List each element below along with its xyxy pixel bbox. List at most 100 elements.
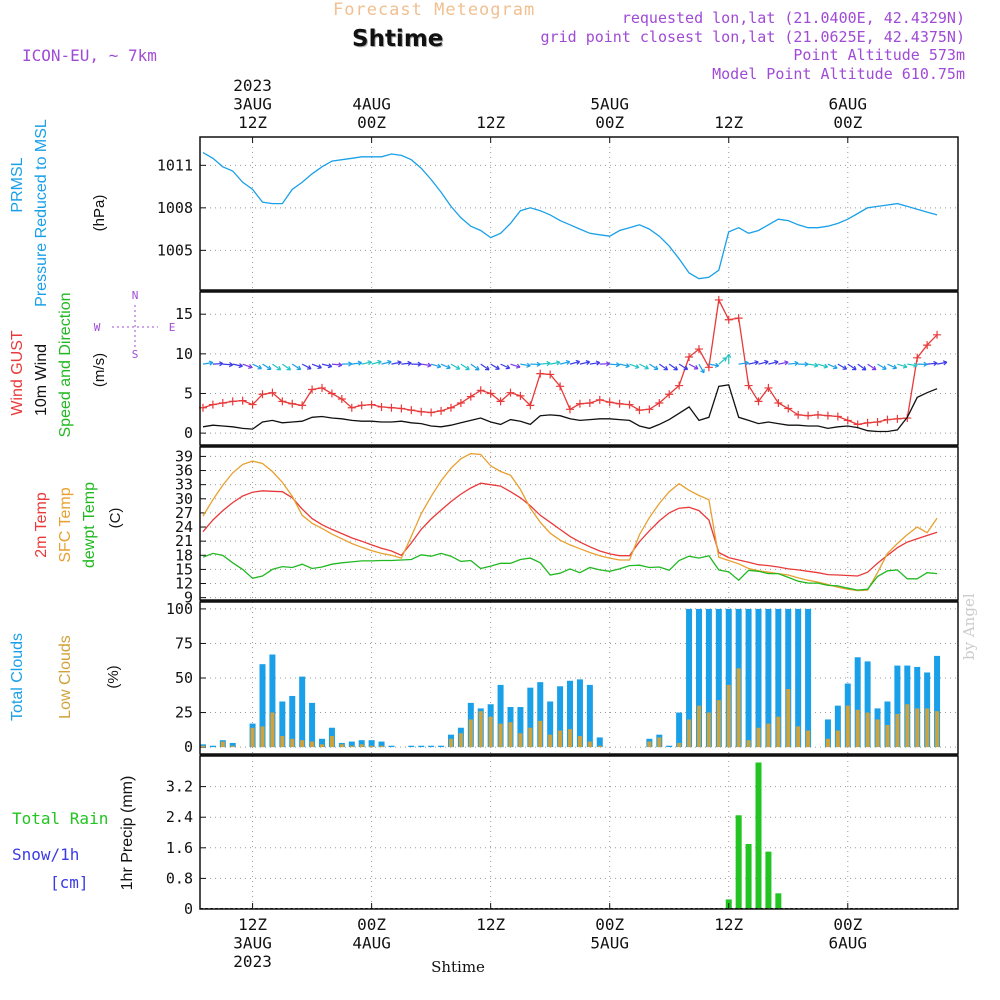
wind-arrow-head: [387, 359, 392, 365]
y-tick-label: 75: [175, 634, 193, 652]
wind-arrow-head: [722, 357, 728, 362]
gust-marker: [714, 295, 723, 304]
gust-marker: [923, 341, 932, 350]
gust-marker: [685, 353, 694, 362]
low-cloud-bar: [498, 723, 503, 748]
wind-arrow: [500, 363, 510, 369]
bottom-time-label: 12Z: [714, 915, 743, 934]
bottom-time-label: 00Z: [833, 915, 862, 934]
low-cloud-bar: [220, 741, 225, 748]
wind-arrow: [936, 361, 947, 365]
top-time-label: 12Z: [714, 113, 743, 132]
top-time-label: 00Z: [595, 113, 624, 132]
low-cloud-bar: [696, 705, 701, 748]
low-cloud-bar: [558, 730, 563, 748]
y-tick-label: 18: [175, 546, 193, 564]
wind-arrow-head: [367, 360, 372, 366]
low-cloud-bar: [577, 736, 582, 748]
model-altitude: Model Point Altitude 610.75m: [712, 65, 965, 83]
sfc-temp-label: SFC Temp: [57, 487, 74, 562]
total-cloud-bar: [596, 737, 603, 748]
wind-arrow: [421, 363, 432, 367]
low-cloud-bar: [528, 727, 533, 748]
series-prmsl: [202, 152, 938, 280]
top-time-label: 4AUG: [352, 95, 391, 114]
low-cloud-bar: [349, 745, 354, 748]
wind-units: (m/s): [91, 353, 108, 387]
low-cloud-bar: [200, 745, 205, 748]
wind-arrow: [569, 360, 580, 365]
total-cloud-bar: [438, 745, 445, 748]
wind-arrow: [272, 363, 281, 371]
wind-arrow: [629, 363, 640, 369]
wind-arrow-head: [784, 360, 789, 366]
wind-arrow-head: [585, 360, 591, 366]
meteogram-title: Forecast Meteogram: [333, 0, 536, 20]
y-tick-label: 25: [175, 704, 193, 722]
wind-arrow-head: [427, 362, 432, 368]
wind-arrow: [708, 363, 719, 367]
wind-arrow-head: [714, 362, 720, 368]
series-10m-wind: [202, 384, 938, 433]
wind-arrow: [867, 363, 877, 371]
total-cloud-bar: [884, 701, 891, 748]
total-cloud-bar: [785, 608, 792, 748]
precip-label: 1hr Precip (mm): [119, 776, 136, 891]
y-tick-label: 1.6: [166, 839, 193, 857]
gust-marker: [367, 400, 376, 409]
total-cloud-bar: [527, 687, 534, 748]
low-cloud-bar: [320, 744, 325, 748]
wind-arrow-head: [693, 365, 699, 370]
low-cloud-bar: [786, 689, 791, 748]
gust-marker: [466, 392, 475, 401]
wind-arrow-head: [683, 365, 689, 371]
low-cloud-bar: [647, 741, 652, 748]
low-cloud-bar: [796, 726, 801, 748]
wind-arrow: [242, 363, 253, 369]
wind-arrow: [579, 361, 590, 365]
gust-marker: [764, 383, 773, 392]
total-cloud-bar: [368, 740, 375, 748]
low-cloud-bar: [379, 745, 384, 748]
panel-clouds: [199, 601, 959, 755]
y-tick-label: 50: [175, 669, 193, 687]
total-cloud-bar: [586, 684, 593, 748]
wind-arrow-head: [625, 363, 630, 369]
wind-arrow-head: [515, 363, 521, 369]
gust-marker: [397, 404, 406, 413]
wind-arrow-head: [605, 361, 611, 367]
y-tick-label: 39: [175, 447, 193, 465]
wind-arrow: [470, 363, 480, 371]
gridpoint-coords: grid point closest lon,lat (21.0625E, 42…: [540, 28, 965, 46]
gust-marker: [377, 402, 386, 411]
total-cloud-bar: [805, 608, 812, 748]
low-cloud-bar: [746, 740, 751, 748]
gust-marker: [724, 315, 733, 324]
gust-marker: [476, 386, 485, 395]
wind-arrow: [658, 363, 668, 371]
gust-marker: [814, 410, 823, 419]
low-cloud-bar: [568, 729, 573, 748]
gust-marker: [556, 382, 565, 391]
gust-marker: [893, 414, 902, 423]
bottom-time-label: 2023: [233, 952, 272, 971]
total-cloud-bar: [676, 712, 683, 748]
total-cloud-bar: [695, 608, 702, 748]
wind-arrow: [460, 363, 470, 371]
wind-arrow-head: [892, 364, 898, 370]
wind-arrow-head: [327, 363, 333, 369]
low-cloud-bar: [468, 719, 473, 748]
wind-arrow-head: [615, 362, 621, 368]
total-cloud-bar: [686, 608, 693, 748]
wind-arrow-head: [238, 363, 243, 369]
low-cloud-bar: [290, 738, 295, 748]
wind-arrow-head: [495, 365, 500, 370]
gust-marker: [318, 383, 327, 392]
low-cloud-bar: [597, 745, 602, 748]
wind-arrow-head: [634, 364, 640, 369]
gust-marker: [278, 397, 287, 406]
series-dewpt-temp: [202, 552, 938, 591]
gust-marker: [427, 408, 436, 417]
total-cloud-bar: [388, 745, 395, 748]
